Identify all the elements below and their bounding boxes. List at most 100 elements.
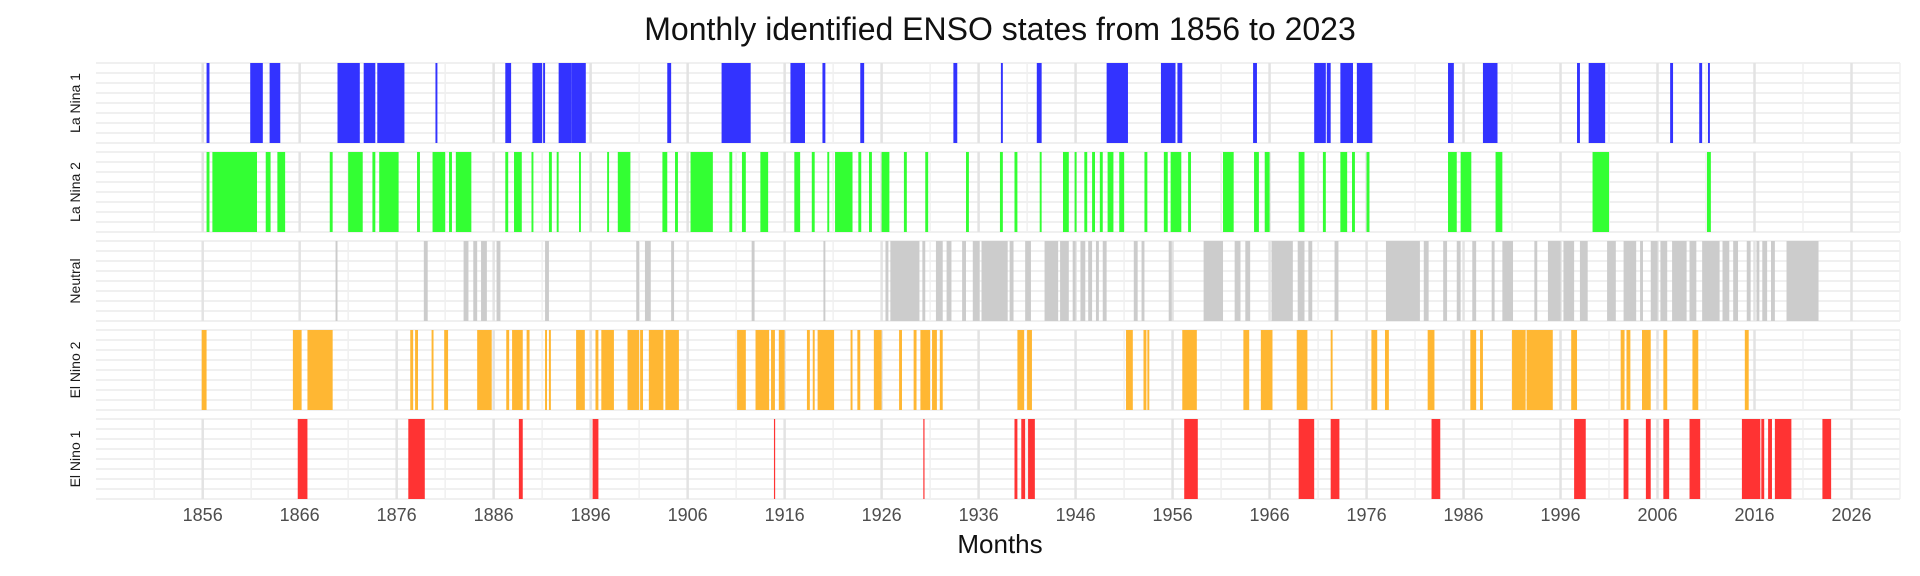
period-bar bbox=[1144, 152, 1148, 232]
period-bar bbox=[265, 152, 271, 232]
period-bar bbox=[1039, 152, 1042, 232]
period-bar bbox=[1188, 152, 1192, 232]
period-bar bbox=[790, 63, 805, 143]
period-bar bbox=[1330, 330, 1333, 410]
x-tick-label: 1896 bbox=[571, 505, 611, 525]
period-bar bbox=[1298, 419, 1315, 499]
x-tick-label: 1986 bbox=[1444, 505, 1484, 525]
period-bar bbox=[1689, 241, 1697, 321]
period-bar bbox=[1147, 330, 1150, 410]
period-bar bbox=[1095, 241, 1099, 321]
period-bar bbox=[1060, 241, 1069, 321]
period-bar bbox=[1547, 241, 1561, 321]
period-bar bbox=[1126, 330, 1133, 410]
period-bar bbox=[1340, 63, 1353, 143]
period-bar bbox=[1092, 152, 1095, 232]
period-bar bbox=[1526, 330, 1553, 410]
period-bar bbox=[1084, 152, 1088, 232]
period-bar bbox=[1456, 241, 1461, 321]
facet-label: El Nino 1 bbox=[67, 430, 83, 487]
period-bar bbox=[857, 330, 861, 410]
facet-label: El Nino 2 bbox=[67, 341, 83, 398]
facet-panel: El Nino 1 bbox=[67, 418, 1901, 500]
period-bar bbox=[1534, 241, 1538, 321]
period-bar bbox=[873, 330, 882, 410]
period-bar bbox=[1036, 63, 1042, 143]
period-bar bbox=[1607, 241, 1616, 321]
period-bar bbox=[1371, 330, 1378, 410]
period-bar bbox=[1670, 63, 1674, 143]
period-bar bbox=[1689, 419, 1701, 499]
period-bar bbox=[932, 330, 937, 410]
period-bar bbox=[1366, 152, 1370, 232]
period-bar bbox=[1482, 63, 1498, 143]
period-bar bbox=[1588, 63, 1606, 143]
period-bar bbox=[636, 241, 640, 321]
period-bar bbox=[939, 330, 943, 410]
x-tick-label: 1966 bbox=[1250, 505, 1290, 525]
period-bar bbox=[690, 152, 713, 232]
x-axis-label: Months bbox=[957, 529, 1042, 559]
period-bar bbox=[1141, 241, 1145, 321]
period-bar bbox=[1000, 63, 1003, 143]
period-bar bbox=[1762, 241, 1768, 321]
period-bar bbox=[1322, 152, 1326, 232]
period-bar bbox=[607, 152, 610, 232]
x-tick-label: 1916 bbox=[765, 505, 805, 525]
period-bar bbox=[1756, 241, 1760, 321]
period-bar bbox=[953, 63, 958, 143]
period-bar bbox=[1733, 241, 1739, 321]
facet-label: La Nina 1 bbox=[67, 73, 83, 133]
period-bar bbox=[925, 152, 929, 232]
period-bar bbox=[432, 152, 446, 232]
period-bar bbox=[1014, 152, 1018, 232]
period-bar bbox=[481, 241, 487, 321]
facet-label: Neutral bbox=[67, 258, 83, 303]
period-bar bbox=[444, 330, 449, 410]
period-bar bbox=[1014, 419, 1018, 499]
period-bar bbox=[665, 330, 679, 410]
period-bar bbox=[1326, 63, 1331, 143]
period-bar bbox=[1746, 241, 1751, 321]
x-tick-label: 1866 bbox=[280, 505, 320, 525]
period-bar bbox=[922, 241, 926, 321]
period-bar bbox=[1334, 241, 1339, 321]
period-bar bbox=[556, 152, 559, 232]
period-bar bbox=[935, 241, 943, 321]
period-bar bbox=[860, 63, 865, 143]
period-bar bbox=[1017, 330, 1025, 410]
period-bar bbox=[1271, 241, 1293, 321]
period-bar bbox=[1672, 241, 1687, 321]
x-tick-label: 1906 bbox=[668, 505, 708, 525]
x-tick-label: 1976 bbox=[1347, 505, 1387, 525]
period-bar bbox=[506, 330, 510, 410]
period-bar bbox=[1470, 330, 1477, 410]
period-bar bbox=[1620, 330, 1625, 410]
period-bar bbox=[532, 63, 543, 143]
period-bar bbox=[512, 330, 523, 410]
period-bar bbox=[1640, 241, 1643, 321]
period-bar bbox=[965, 152, 969, 232]
period-bar bbox=[1443, 241, 1448, 321]
period-bar bbox=[1744, 330, 1749, 410]
period-bar bbox=[579, 152, 581, 232]
period-bar bbox=[1254, 152, 1259, 232]
period-bar bbox=[514, 152, 522, 232]
period-bar bbox=[463, 241, 469, 321]
period-bar bbox=[206, 152, 210, 232]
period-bar bbox=[1243, 330, 1250, 410]
period-bar bbox=[903, 152, 907, 232]
period-bar bbox=[741, 152, 746, 232]
period-bar bbox=[1340, 152, 1348, 232]
x-tick-label: 1886 bbox=[474, 505, 514, 525]
period-bar bbox=[1512, 330, 1526, 410]
period-bar bbox=[1502, 241, 1514, 321]
period-bar bbox=[363, 63, 376, 143]
period-bar bbox=[835, 152, 853, 232]
period-bar bbox=[899, 330, 902, 410]
period-bar bbox=[1642, 330, 1651, 410]
period-bar bbox=[1088, 241, 1093, 321]
period-bar bbox=[250, 63, 263, 143]
period-bar bbox=[545, 330, 547, 410]
